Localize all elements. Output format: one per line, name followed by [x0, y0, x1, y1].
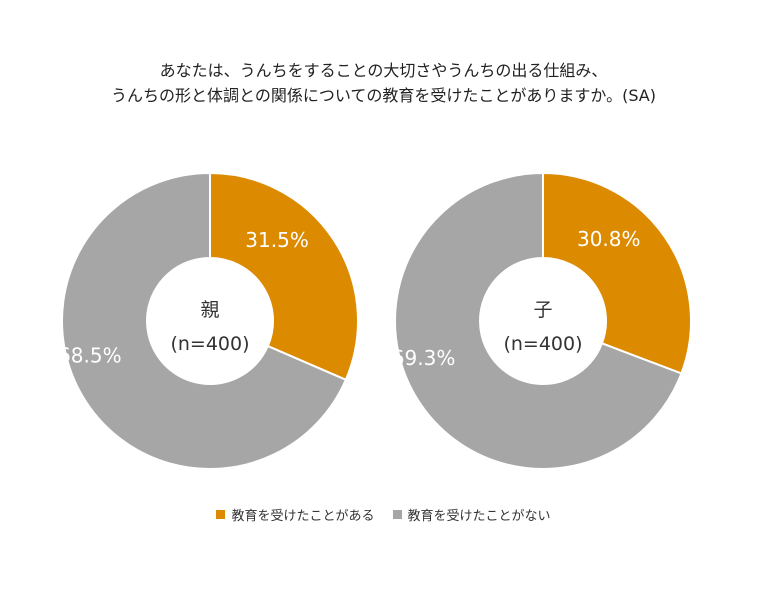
- donut-0-slice-1: [61, 171, 348, 470]
- legend-swatch-yes: [216, 510, 226, 519]
- legend-label-yes: 教育を受けたことがある: [231, 509, 375, 524]
- donut-1-center-sublabel: (n=400): [503, 333, 582, 355]
- donut-1-slice-0: [542, 171, 692, 375]
- chart-title-line-2: うんちの形と体調との関係についての教育を受けたことがありますか。(SA): [111, 86, 656, 105]
- legend: 教育を受けたことがある 教育を受けたことがない: [0, 505, 767, 524]
- legend-item-yes: 教育を受けたことがある: [216, 505, 375, 524]
- donut-0-value-label-1: 68.5%: [58, 344, 122, 368]
- donut-0-center-sublabel: (n=400): [170, 333, 249, 355]
- donut-1-slice-1: [394, 171, 683, 470]
- donut-0-value-label-0: 31.5%: [245, 228, 309, 252]
- donut-0-slice-0: [209, 171, 359, 382]
- donut-0-center-label: 親: [200, 299, 219, 321]
- legend-item-no: 教育を受けたことがない: [392, 505, 551, 524]
- legend-label-no: 教育を受けたことがない: [407, 509, 551, 524]
- donut-1-value-label-0: 30.8%: [577, 227, 641, 251]
- chart-title-line-1: あなたは、うんちをすることの大切さやうんちの出る仕組み、: [159, 61, 608, 80]
- legend-swatch-no: [392, 510, 402, 519]
- donut-1-center-label: 子: [533, 299, 552, 321]
- donut-1-value-label-1: 69.3%: [392, 346, 456, 370]
